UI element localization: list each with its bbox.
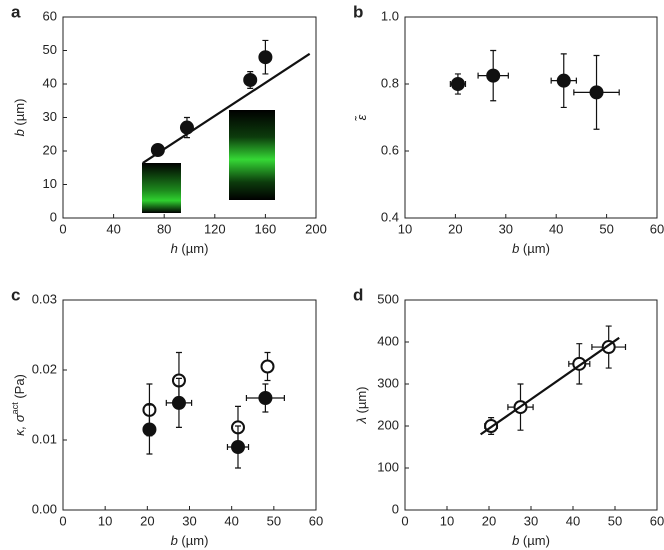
x-tick-label: 0 [59, 221, 66, 236]
x-tick-label: 40 [224, 513, 238, 528]
x-tick-label: 20 [482, 513, 496, 528]
y-tick-label: 20 [43, 142, 57, 157]
y-label-unit: (µm) [354, 387, 369, 418]
y-tick-label: 1.0 [381, 8, 399, 23]
axes-frame [404, 299, 658, 511]
panel-label: d [353, 285, 363, 304]
x-label-var: b [512, 533, 519, 548]
x-tick-label: 30 [524, 513, 538, 528]
data-point [171, 395, 186, 410]
y-label-var: b [12, 129, 27, 136]
data-point [260, 359, 275, 374]
x-axis-label: b (µm) [171, 533, 209, 548]
y-label-var: λ [354, 417, 369, 424]
x-axis-label: b (µm) [512, 533, 550, 548]
x-label-unit: (µm) [519, 533, 550, 548]
x-axis-label: h (µm) [171, 241, 209, 256]
panel-label: a [11, 2, 21, 21]
x-tick-label: 30 [182, 513, 196, 528]
data-point [243, 72, 258, 87]
x-label-var: h [171, 241, 178, 256]
y-tick-label: 0.6 [381, 142, 399, 157]
fit-line [479, 336, 620, 436]
data-point [589, 85, 604, 100]
x-tick-label: 160 [255, 221, 277, 236]
y-axis-label: λ (µm) [354, 387, 369, 425]
data-point [486, 68, 501, 83]
y-tick-label: 0.4 [381, 209, 399, 224]
fit-line [142, 52, 311, 164]
x-tick-label: 40 [549, 221, 563, 236]
x-tick-label: 200 [305, 221, 327, 236]
y-tick-label: 0.03 [32, 291, 57, 306]
data-point [230, 440, 245, 454]
y-tick-label: 0 [392, 501, 399, 516]
y-tick-label: 10 [43, 176, 57, 191]
inset-image [229, 110, 275, 200]
x-tick-label: 120 [204, 221, 226, 236]
x-tick-label: 30 [499, 221, 513, 236]
x-tick-label: 20 [140, 513, 154, 528]
x-tick-label: 40 [566, 513, 580, 528]
y-axis-label: b (µm) [12, 99, 27, 137]
y-tick-label: 0.8 [381, 75, 399, 90]
x-tick-label: 10 [398, 221, 412, 236]
x-tick-label: 20 [448, 221, 462, 236]
data-point [556, 73, 571, 88]
panel-label: b [353, 2, 363, 21]
x-axis-label: b (µm) [512, 241, 550, 256]
x-tick-label: 60 [650, 513, 664, 528]
y-label-unit: (µm) [12, 99, 27, 130]
y-label-unit: (Pa) [12, 374, 27, 402]
y-tick-label: 400 [377, 333, 399, 348]
x-tick-label: 10 [440, 513, 454, 528]
x-tick-label: 0 [401, 513, 408, 528]
y-label-var: κ, σ [12, 413, 27, 436]
x-label-unit: (µm) [178, 241, 209, 256]
y-tick-label: 0 [50, 209, 57, 224]
data-point [142, 422, 157, 437]
y-tick-label: 50 [43, 42, 57, 57]
data-point [258, 391, 273, 405]
x-tick-label: 0 [59, 513, 66, 528]
y-tick-label: 0.01 [32, 431, 57, 446]
y-tick-label: 300 [377, 375, 399, 390]
y-tick-label: 0.00 [32, 501, 57, 516]
x-label-unit: (µm) [519, 241, 550, 256]
axes-frame [62, 299, 317, 511]
inset-image [142, 163, 181, 213]
x-tick-label: 50 [608, 513, 622, 528]
x-tick-label: 40 [106, 221, 120, 236]
y-tick-label: 500 [377, 291, 399, 306]
data-point [258, 50, 273, 65]
x-tick-label: 60 [309, 513, 323, 528]
y-label-var: ε̃ [354, 114, 369, 121]
panel-label: c [11, 285, 20, 304]
x-tick-label: 10 [98, 513, 112, 528]
x-tick-label: 50 [267, 513, 281, 528]
x-label-var: b [512, 241, 519, 256]
y-tick-label: 60 [43, 8, 57, 23]
y-tick-label: 200 [377, 417, 399, 432]
y-axis-label: κ, σact (Pa) [10, 374, 27, 436]
y-tick-label: 100 [377, 459, 399, 474]
y-tick-label: 0.02 [32, 361, 57, 376]
x-tick-label: 60 [650, 221, 664, 236]
y-label-sup: act [10, 402, 20, 415]
x-tick-label: 80 [157, 221, 171, 236]
axes-frame [404, 16, 658, 219]
y-axis-label: ε̃ [354, 114, 369, 121]
y-tick-label: 30 [43, 109, 57, 124]
x-label-var: b [171, 533, 178, 548]
x-tick-label: 50 [599, 221, 613, 236]
y-tick-label: 40 [43, 75, 57, 90]
data-point [450, 77, 465, 91]
x-label-unit: (µm) [178, 533, 209, 548]
